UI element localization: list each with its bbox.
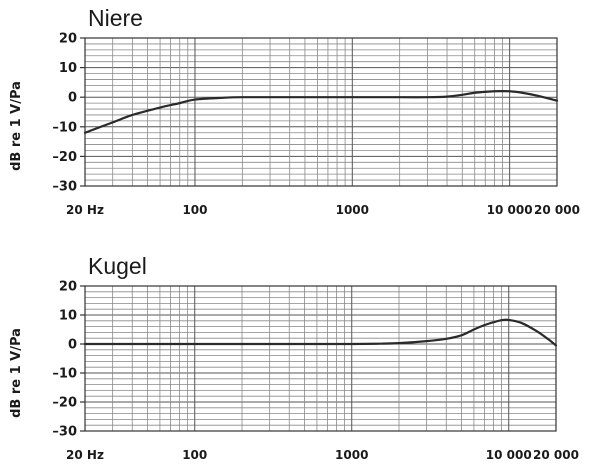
- y-tick-label: 20: [59, 280, 77, 295]
- plot-frame: [84, 37, 558, 187]
- chart-title: Niere: [88, 5, 143, 31]
- x-tick-label: 10 000: [486, 448, 532, 462]
- y-tick-label: 20: [59, 32, 77, 47]
- y-tick-label: –30: [52, 425, 77, 440]
- x-tick-label: 100: [182, 448, 207, 462]
- x-tick-label: 20 000: [533, 448, 579, 462]
- x-tick-label: 1000: [335, 448, 368, 462]
- x-tick-label: 10 000: [487, 203, 533, 217]
- series-layer: [83, 318, 558, 347]
- grid: [84, 37, 558, 187]
- y-tick-label: –20: [52, 396, 77, 411]
- x-tick-label: 1000: [336, 203, 369, 217]
- x-tick-label: 20 Hz: [66, 448, 104, 462]
- x-tick-label: 100: [182, 203, 207, 217]
- series-layer: [83, 89, 559, 134]
- frequency-response-curve: [83, 318, 558, 347]
- y-tick-label: 0: [68, 338, 77, 353]
- y-tick-label: –10: [52, 120, 77, 135]
- x-tick-label: 20 000: [534, 203, 580, 217]
- y-axis-label: dB re 1 V/Pa: [9, 328, 24, 418]
- y-tick-label: 10: [59, 61, 77, 76]
- x-tick-label: 20 Hz: [66, 203, 104, 217]
- y-axis-label: dB re 1 V/Pa: [9, 81, 24, 171]
- frequency-response-curve: [83, 89, 559, 134]
- y-tick-label: 0: [68, 91, 77, 106]
- y-tick-label: –20: [52, 150, 77, 165]
- y-tick-label: 10: [59, 309, 77, 324]
- y-tick-label: –30: [52, 180, 77, 195]
- chart-title: Kugel: [88, 253, 147, 279]
- plot-frame: [84, 285, 557, 432]
- y-tick-label: –10: [52, 367, 77, 382]
- grid: [84, 285, 557, 432]
